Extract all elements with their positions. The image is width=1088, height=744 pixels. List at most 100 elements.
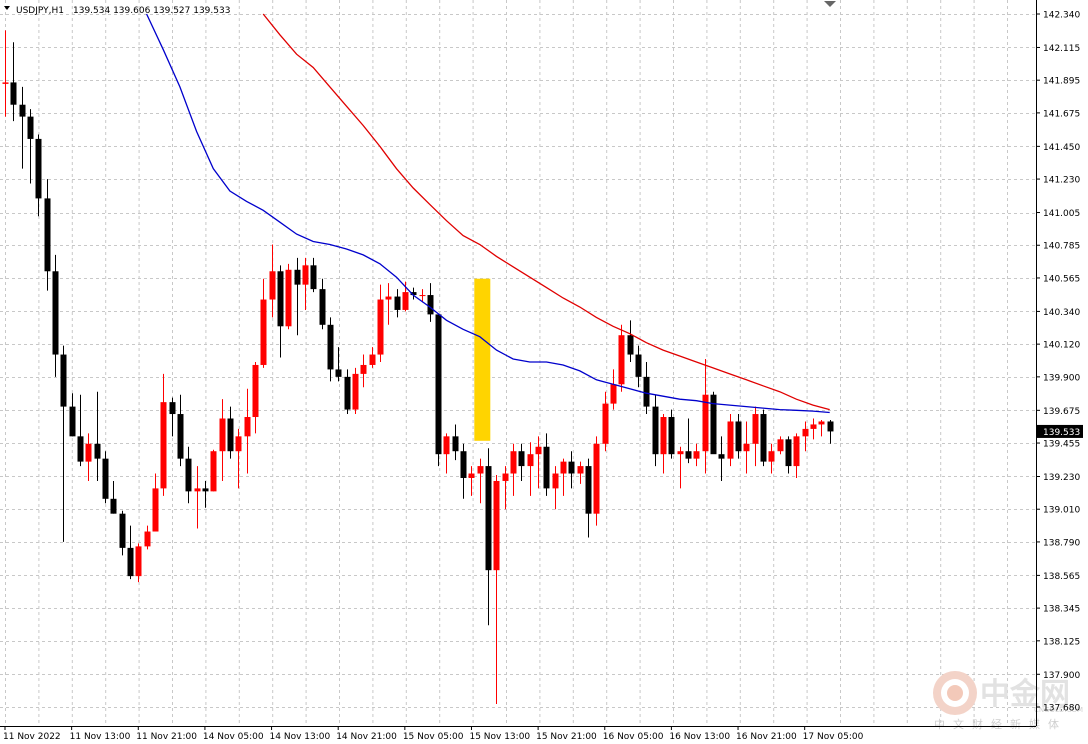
candle: [768, 443, 775, 474]
price-tick-label: 139.675: [1043, 407, 1080, 417]
candle-body: [460, 451, 467, 478]
candle: [652, 394, 659, 467]
candle: [752, 406, 759, 467]
candle: [818, 419, 825, 437]
candle: [760, 409, 767, 467]
candle-body: [202, 488, 209, 492]
candle-body: [369, 354, 376, 365]
candle-body: [394, 296, 401, 310]
time-tick-label: 17 Nov 05:00: [803, 732, 864, 742]
watermark-tagline: 中文财经新媒体: [934, 717, 1067, 731]
price-tick-label: 140.340: [1043, 308, 1080, 318]
candle-body: [102, 458, 109, 499]
current-price-label: 139.533: [1037, 424, 1083, 438]
candle-body: [793, 436, 800, 467]
candle: [793, 433, 800, 478]
candle: [277, 265, 284, 358]
candle-body: [44, 198, 51, 272]
candle: [44, 179, 51, 291]
candle: [202, 480, 209, 508]
symbol-label: USDJPY,H1: [16, 6, 64, 16]
candle: [635, 345, 642, 388]
candles: [2, 30, 834, 705]
candle: [135, 543, 142, 583]
price-tick-label: 141.230: [1043, 176, 1080, 186]
candle: [602, 391, 609, 452]
candle: [260, 278, 267, 368]
candle: [593, 436, 600, 526]
candle-body: [410, 292, 417, 296]
watermark-logo-icon: [933, 671, 977, 715]
candle-body: [227, 418, 234, 452]
candle-body: [327, 324, 334, 370]
candle: [294, 257, 301, 336]
candle-body: [352, 373, 359, 410]
chart-header: USDJPY,H1 139.534 139.606 139.527 139.53…: [4, 6, 230, 16]
candle: [310, 257, 317, 293]
candle-body: [652, 406, 659, 455]
price-tick-label: 141.675: [1043, 109, 1080, 119]
price-tick-label: 140.565: [1043, 274, 1080, 284]
candle-body: [693, 451, 700, 459]
price-tick-label: 139.010: [1043, 506, 1080, 516]
chart-shift-marker-icon[interactable]: [824, 1, 836, 7]
chart-frame: [0, 0, 1037, 727]
candle-body: [660, 417, 667, 455]
candle: [77, 394, 84, 467]
price-tick-label: 137.680: [1043, 704, 1080, 714]
candle-body: [210, 451, 217, 492]
candle-body: [577, 466, 584, 474]
price-tick-label: 137.900: [1043, 671, 1080, 681]
candle: [60, 345, 67, 542]
candle: [710, 391, 717, 455]
candle: [327, 317, 334, 382]
candle: [2, 30, 9, 117]
candle: [194, 466, 201, 529]
candle: [568, 451, 575, 489]
candle-body: [810, 424, 817, 429]
candle: [543, 433, 550, 496]
watermark: 中金网 CNGOLD.COM 中文财经新媒体: [933, 671, 1083, 731]
candle: [702, 359, 709, 474]
candle-body: [560, 461, 567, 474]
time-tick-label: 16 Nov 21:00: [736, 732, 797, 742]
candle: [127, 525, 134, 580]
time-axis: 11 Nov 2022 11 Nov 13:00 11 Nov 21:00 14 No…: [3, 726, 864, 742]
candle-body: [235, 436, 242, 452]
candle: [35, 134, 42, 217]
candle-body: [77, 436, 84, 462]
candle-body: [185, 458, 192, 492]
candle-body: [435, 314, 442, 455]
time-tick-label: 16 Nov 13:00: [669, 732, 730, 742]
candle: [252, 361, 259, 434]
highlight-box: [474, 278, 491, 441]
candle-body: [35, 138, 42, 199]
candle-body: [60, 354, 67, 407]
candle-body: [260, 299, 267, 365]
candle-body: [493, 480, 500, 571]
candle: [160, 373, 167, 496]
candle-body: [294, 269, 301, 285]
candle: [244, 388, 251, 474]
ma-slow-line: [262, 13, 830, 411]
candle: [643, 361, 650, 415]
candle-body: [360, 364, 367, 374]
price-tick-label: 140.785: [1043, 242, 1080, 252]
time-tick-label: 11 Nov 21:00: [136, 732, 197, 742]
candle: [285, 263, 292, 330]
candle-body: [110, 498, 117, 514]
candle-body: [152, 488, 159, 532]
price-tick-label: 139.455: [1043, 440, 1080, 450]
symbol-dropdown-icon[interactable]: [4, 6, 10, 10]
candle-body: [285, 269, 292, 327]
candle-body: [743, 443, 750, 452]
candle-body: [385, 296, 392, 300]
candle-body: [677, 451, 684, 455]
candle: [577, 461, 584, 484]
candle: [718, 436, 725, 481]
candle: [827, 419, 834, 444]
candle-body: [160, 402, 167, 489]
candle: [385, 283, 392, 325]
candle: [518, 443, 525, 481]
